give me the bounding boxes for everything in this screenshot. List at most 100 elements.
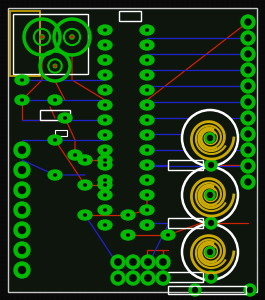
Ellipse shape xyxy=(104,184,106,186)
Ellipse shape xyxy=(98,155,112,165)
Ellipse shape xyxy=(127,234,129,236)
Ellipse shape xyxy=(21,99,23,101)
Ellipse shape xyxy=(104,104,106,106)
Ellipse shape xyxy=(140,55,154,65)
Circle shape xyxy=(19,226,25,233)
Circle shape xyxy=(19,167,25,173)
Circle shape xyxy=(145,275,151,281)
Circle shape xyxy=(14,222,30,238)
Ellipse shape xyxy=(104,134,106,136)
Ellipse shape xyxy=(15,95,29,105)
Circle shape xyxy=(207,250,213,254)
Circle shape xyxy=(111,271,125,285)
Circle shape xyxy=(19,146,25,154)
Circle shape xyxy=(245,99,251,105)
Circle shape xyxy=(241,127,255,141)
Ellipse shape xyxy=(161,230,175,240)
Circle shape xyxy=(205,217,217,229)
Circle shape xyxy=(54,65,56,67)
Circle shape xyxy=(19,247,25,254)
Ellipse shape xyxy=(146,164,148,166)
Ellipse shape xyxy=(98,100,112,110)
Circle shape xyxy=(209,163,214,167)
Circle shape xyxy=(156,255,170,269)
Bar xyxy=(10,11,40,76)
Circle shape xyxy=(241,63,255,77)
Bar xyxy=(40,110,70,120)
Ellipse shape xyxy=(121,210,135,220)
Circle shape xyxy=(130,275,136,281)
Circle shape xyxy=(245,147,251,153)
Ellipse shape xyxy=(104,159,106,161)
Circle shape xyxy=(244,284,256,296)
Bar xyxy=(55,130,67,136)
Circle shape xyxy=(245,83,251,89)
Circle shape xyxy=(14,202,30,218)
Ellipse shape xyxy=(78,210,92,220)
Circle shape xyxy=(241,79,255,93)
Ellipse shape xyxy=(140,160,154,170)
Circle shape xyxy=(245,115,251,121)
Circle shape xyxy=(14,162,30,178)
Ellipse shape xyxy=(146,59,148,61)
Circle shape xyxy=(160,259,166,265)
Circle shape xyxy=(248,287,253,292)
Circle shape xyxy=(207,136,213,140)
Ellipse shape xyxy=(167,234,169,236)
Ellipse shape xyxy=(64,117,66,119)
Circle shape xyxy=(141,271,155,285)
Circle shape xyxy=(241,15,255,29)
Circle shape xyxy=(189,284,201,296)
Circle shape xyxy=(241,95,255,109)
Ellipse shape xyxy=(140,220,154,230)
Circle shape xyxy=(14,242,30,258)
Ellipse shape xyxy=(146,179,148,181)
Ellipse shape xyxy=(146,194,148,196)
Circle shape xyxy=(160,275,166,281)
Circle shape xyxy=(205,133,215,143)
Ellipse shape xyxy=(104,209,106,211)
Ellipse shape xyxy=(146,74,148,76)
Ellipse shape xyxy=(98,130,112,140)
Ellipse shape xyxy=(146,134,148,136)
Ellipse shape xyxy=(58,113,72,123)
Ellipse shape xyxy=(98,205,112,215)
Ellipse shape xyxy=(146,149,148,151)
Circle shape xyxy=(205,247,215,257)
Circle shape xyxy=(70,35,74,39)
Ellipse shape xyxy=(140,40,154,50)
Ellipse shape xyxy=(146,89,148,91)
Circle shape xyxy=(141,255,155,269)
Ellipse shape xyxy=(146,29,148,31)
Circle shape xyxy=(205,190,215,200)
Circle shape xyxy=(209,274,214,280)
Ellipse shape xyxy=(98,190,112,200)
Circle shape xyxy=(241,31,255,45)
Circle shape xyxy=(145,259,151,265)
Ellipse shape xyxy=(68,150,82,160)
Circle shape xyxy=(241,47,255,61)
Ellipse shape xyxy=(146,44,148,46)
Circle shape xyxy=(241,175,255,189)
Ellipse shape xyxy=(140,115,154,125)
Circle shape xyxy=(130,259,136,265)
Circle shape xyxy=(19,266,25,274)
Ellipse shape xyxy=(48,135,62,145)
Ellipse shape xyxy=(104,164,106,166)
Ellipse shape xyxy=(98,70,112,80)
Ellipse shape xyxy=(104,89,106,91)
Ellipse shape xyxy=(104,194,106,196)
Circle shape xyxy=(111,255,125,269)
Ellipse shape xyxy=(98,220,112,230)
Circle shape xyxy=(245,131,251,137)
Circle shape xyxy=(209,220,214,226)
Circle shape xyxy=(41,36,43,38)
Circle shape xyxy=(205,159,217,171)
Ellipse shape xyxy=(146,104,148,106)
Circle shape xyxy=(207,193,213,197)
Circle shape xyxy=(71,36,73,38)
Circle shape xyxy=(115,275,121,281)
Ellipse shape xyxy=(98,115,112,125)
Bar xyxy=(13,14,88,74)
Ellipse shape xyxy=(98,145,112,155)
